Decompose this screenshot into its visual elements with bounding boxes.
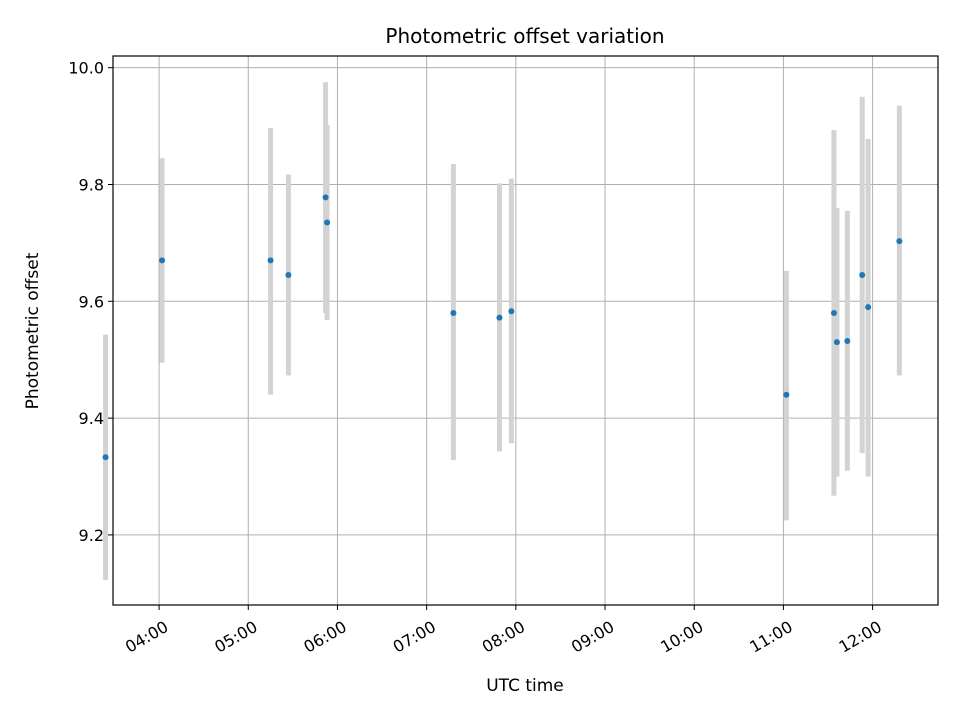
y-tick-label: 10.0 xyxy=(68,59,104,78)
data-point xyxy=(285,272,292,279)
data-point xyxy=(844,338,851,345)
data-point xyxy=(783,391,790,398)
error-bars xyxy=(103,82,902,580)
y-axis-ticks: 9.2 9.4 9.6 9.8 10.0 xyxy=(68,59,113,545)
x-tick-label: 04:00 xyxy=(122,617,171,657)
x-tick-label: 09:00 xyxy=(568,617,617,657)
grid xyxy=(113,56,938,605)
data-point xyxy=(102,454,109,461)
data-points xyxy=(102,194,903,461)
data-point xyxy=(833,339,840,346)
data-point xyxy=(896,238,903,245)
data-point xyxy=(508,308,515,315)
x-tick-label: 07:00 xyxy=(390,617,439,657)
y-tick-label: 9.6 xyxy=(79,292,104,311)
data-point xyxy=(830,309,837,316)
data-point xyxy=(324,219,331,226)
x-tick-label: 10:00 xyxy=(657,617,706,657)
data-point xyxy=(450,309,457,316)
data-point xyxy=(859,272,866,279)
data-point xyxy=(322,194,329,201)
x-tick-label: 12:00 xyxy=(836,617,885,657)
y-tick-label: 9.8 xyxy=(79,175,104,194)
plot-frame xyxy=(112,55,939,606)
data-point xyxy=(865,304,872,311)
x-tick-label: 05:00 xyxy=(211,617,260,657)
x-axis-label: UTC time xyxy=(486,676,564,696)
chart-title: Photometric offset variation xyxy=(385,24,664,48)
x-tick-label: 06:00 xyxy=(300,617,349,657)
data-point xyxy=(159,257,166,264)
y-axis-label: Photometric offset xyxy=(23,252,43,409)
y-tick-label: 9.4 xyxy=(79,409,104,428)
y-tick-label: 9.2 xyxy=(79,526,104,545)
x-axis-ticks: 04:00 05:00 06:00 07:00 08:00 09:00 10:00 11:00… xyxy=(122,605,885,657)
data-point xyxy=(267,257,274,264)
x-tick-label: 11:00 xyxy=(746,617,795,657)
x-tick-label: 08:00 xyxy=(479,617,528,657)
data-point xyxy=(496,314,503,321)
